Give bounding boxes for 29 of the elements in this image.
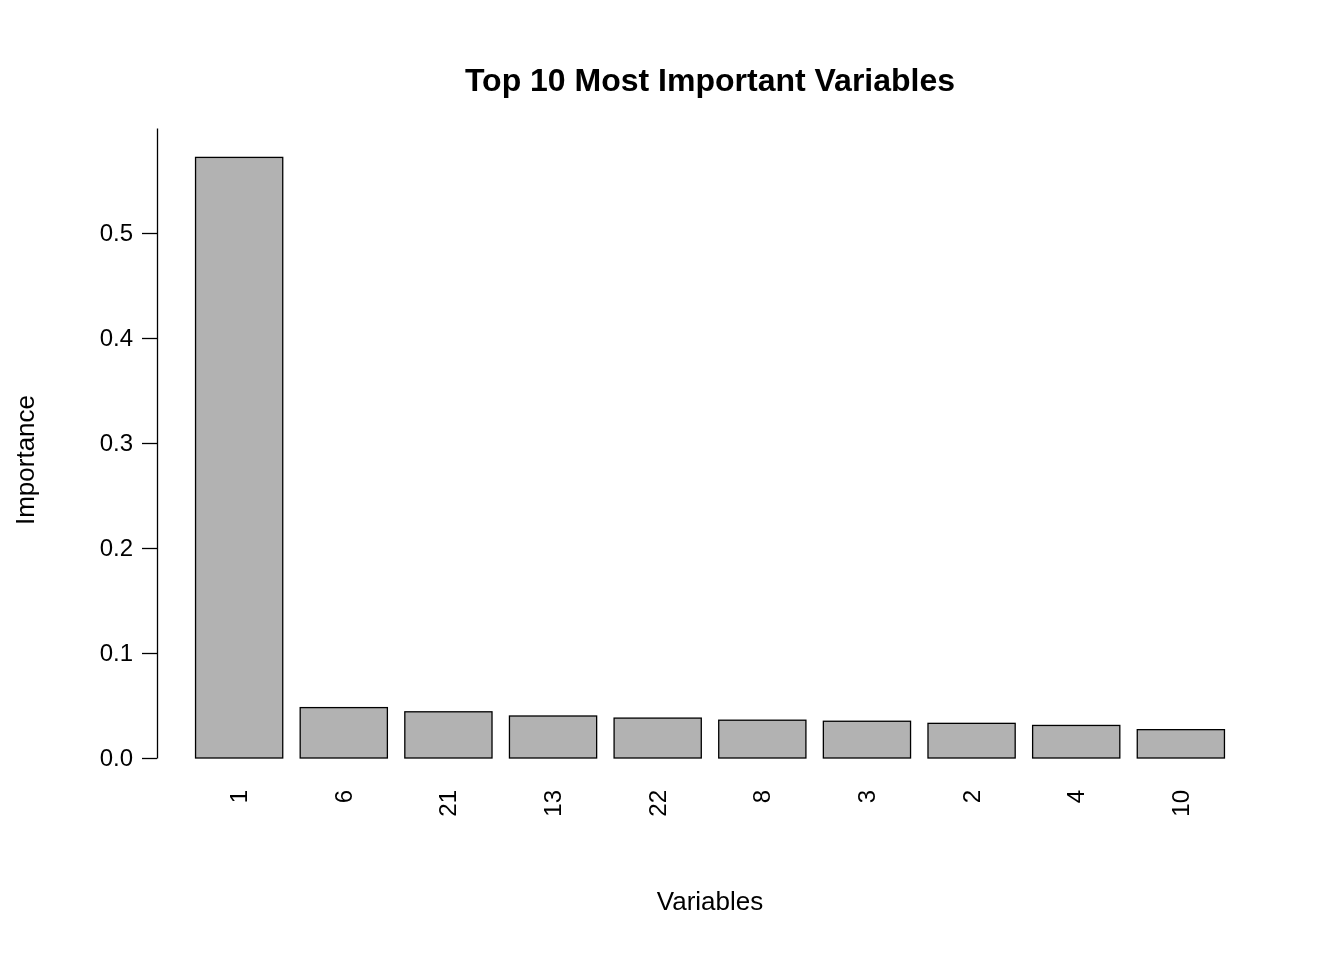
x-tick-label: 22 [643,790,671,817]
bar [1136,729,1226,759]
x-tick-label: 3 [852,790,880,804]
x-tick-label: 21 [434,790,462,817]
bar [194,156,284,759]
bar [508,715,598,759]
y-tick-label: 0.3 [99,429,133,457]
bar [1031,724,1121,759]
x-tick-label: 6 [329,790,357,804]
bar [299,706,389,759]
x-tick-label: 13 [539,790,567,817]
y-axis-title: Importance [10,394,40,526]
chart-title: Top 10 Most Important Variables [464,62,956,98]
bar [822,720,912,759]
bar [404,711,493,759]
y-tick-label: 0.2 [99,534,133,562]
x-tick-label: 1 [225,790,253,804]
x-tick-label: 10 [1166,790,1194,817]
y-tick-label: 0.0 [99,744,133,772]
y-tick-label: 0.4 [99,324,133,352]
x-tick-label: 4 [1062,790,1090,804]
y-tick-label: 0.1 [99,639,133,667]
x-axis-title: Variables [656,886,764,916]
y-tick-label: 0.5 [99,219,133,247]
x-tick-label: 8 [748,790,776,804]
bar [718,719,807,759]
bar [613,717,702,759]
bar [927,722,1016,759]
x-tick-label: 2 [957,790,985,804]
